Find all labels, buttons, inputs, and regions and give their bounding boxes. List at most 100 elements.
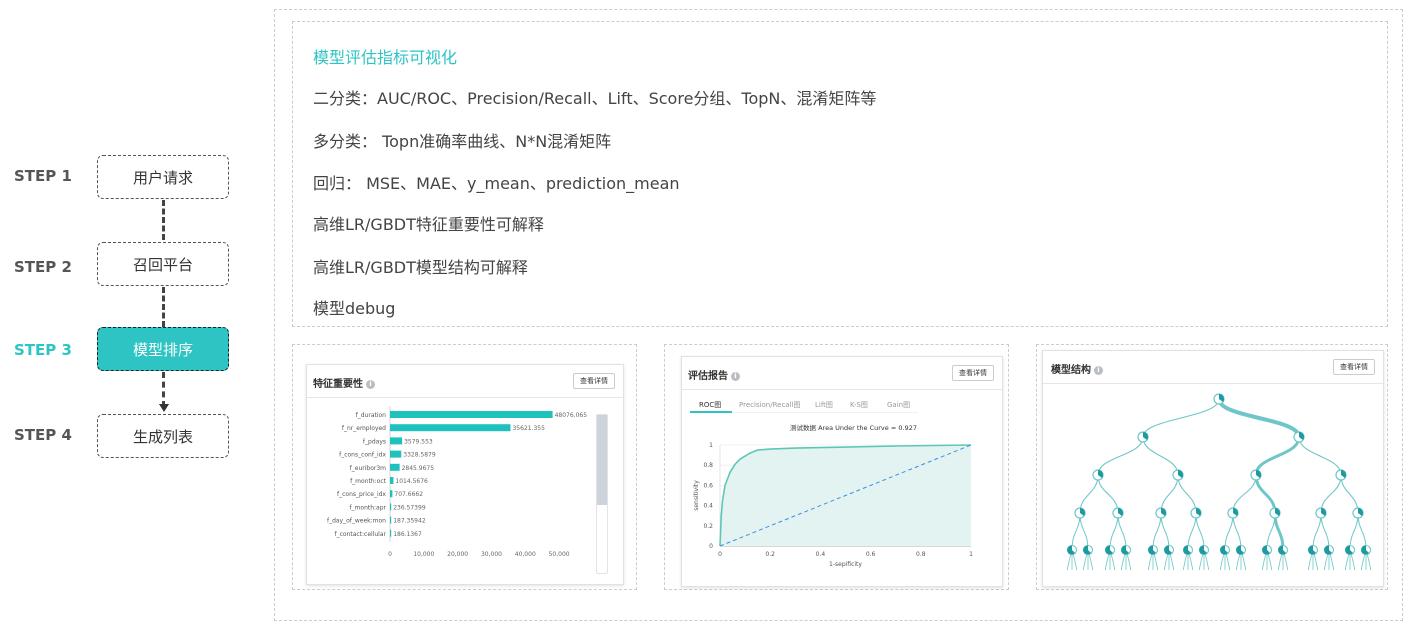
tree-node-pie [1299,432,1304,440]
view-details-button[interactable]: 查看详情 [952,365,994,381]
tree-edge [1232,474,1257,514]
tree-node-pie [1143,432,1148,440]
tree-edge [1195,512,1205,551]
tree-edge [1152,512,1162,551]
tree-node-pie [1233,508,1238,516]
tree-edge [1142,398,1220,438]
x-axis-title: 1-sepificity [829,561,862,568]
bar [390,463,400,471]
tree-node-pie [1098,470,1103,478]
step-3-box[interactable]: 模型排序 [97,327,229,371]
tab-gain[interactable]: Gain图 [887,401,911,409]
tree-edge [1312,512,1322,551]
category-label: f_cons_price_idx [337,491,386,498]
tree-edge [1160,512,1170,551]
value-label: 186.1367 [393,531,422,538]
tree-node-pie [1341,470,1346,478]
tree-leaf-pie [1236,545,1244,555]
report-card: 评估报告 i 查看详情 ROC图 Precision/Recall图 Lift图 … [681,356,1003,587]
y-tick-label: 0.6 [703,482,713,489]
value-label: 35621.355 [512,425,545,432]
tree-edge [1298,436,1342,476]
tree-edge [1071,512,1081,551]
tree-node-pie [1358,508,1363,516]
tree-node-pie [1256,470,1261,478]
step-3-label: STEP 3 [14,341,72,359]
tab-lift[interactable]: Lift图 [815,401,833,409]
tree-edge [1320,512,1330,551]
x-tick-label: 0.2 [765,551,775,558]
x-tick-label: 0.4 [816,551,826,558]
report-panel: 评估报告 i 查看详情 ROC图 Precision/Recall图 Lift图 … [664,344,1009,590]
tree-edge [1349,512,1359,551]
structure-panel: 模型结构 i 查看详情 [1036,344,1388,590]
tab-precision-recall[interactable]: Precision/Recall图 [739,401,801,409]
step-4-box[interactable]: 生成列表 [97,414,229,458]
x-tick-label: 30,000 [481,551,502,558]
tree-node-pie [1080,508,1085,516]
tree-leaf-pie [1345,545,1353,555]
info-icon[interactable]: i [366,379,375,389]
tree-leaf-pie [1067,545,1075,555]
scrollbar-track[interactable] [596,414,608,574]
tree-leaf-pie [1262,545,1270,555]
importance-card: 特征重要性 i 查看详情 f_duration 48076.065 f_nr_empl… [306,364,624,585]
bar [390,437,403,445]
x-tick-label: 0.6 [866,551,876,558]
bar [390,490,393,498]
y-axis-title: sensitivity [693,480,700,511]
step-1-label: STEP 1 [14,167,72,185]
arrow-down-icon [159,404,169,412]
step-connector [162,287,165,327]
evaluation-container [274,9,1403,621]
step-1-box[interactable]: 用户请求 [97,155,229,199]
y-tick-label: 0.4 [703,503,713,510]
category-label: f_contact:cellular [334,531,386,538]
step-2-box[interactable]: 召回平台 [97,242,229,286]
divider [682,389,1002,390]
tree-edge [1177,474,1197,514]
tree-leaf-pie [1220,545,1228,555]
scrollbar-thumb[interactable] [597,415,607,505]
feature-item: 回归： MSE、MAE、y_mean、prediction_mean [313,174,680,193]
info-icon[interactable]: i [731,371,740,381]
x-tick-label: 10,000 [413,551,434,558]
tree-edge [1266,512,1276,551]
value-label: 3579.553 [404,438,433,445]
tree-node-pie [1219,394,1224,402]
tree-node-pie [1275,508,1280,516]
features-title: 模型评估指标可视化 [313,48,458,67]
structure-title: 模型结构 i [1051,361,1103,376]
tree-node-pie [1196,508,1201,516]
tree-edge [1340,474,1359,514]
tab-roc[interactable]: ROC图 [699,401,722,409]
x-tick-label: 1 [969,551,973,558]
tab-underline-track [688,412,918,413]
roc-chart: 测试数据 Area Under the Curve = 0.927 0 0.2 0.4… [693,423,973,568]
category-label: f_month:apr [349,504,386,511]
x-tick-label: 0 [718,551,722,558]
tree-leaf-pie [1105,545,1113,555]
y-tick-label: 1 [709,442,713,449]
tree-edge [1254,436,1301,476]
tree-edge [1217,398,1301,438]
x-tick-label: 0 [388,551,392,558]
view-details-button[interactable]: 查看详情 [1333,359,1375,375]
tab-ks[interactable]: K-S图 [850,401,868,409]
feature-item: 二分类：AUC/ROC、Precision/Recall、Lift、Score分… [313,89,877,108]
view-details-button[interactable]: 查看详情 [573,373,615,389]
tree-leaf-pie [1121,545,1129,555]
tree-edge [1160,474,1179,514]
tree-leaf-pie [1148,545,1156,555]
divider [1043,383,1383,384]
category-label: f_nr_employed [342,425,386,432]
info-icon[interactable]: i [1094,365,1103,375]
category-label: f_duration [356,412,387,419]
feature-item: 高维LR/GBDT模型结构可解释 [313,258,528,277]
features-box [292,21,1388,327]
bar [390,529,392,537]
diagonal-line [719,444,972,547]
bar [390,424,511,432]
category-label: f_euribor3m [350,465,387,472]
feature-item: 多分类： Topn准确率曲线、N*N混淆矩阵 [313,132,612,151]
